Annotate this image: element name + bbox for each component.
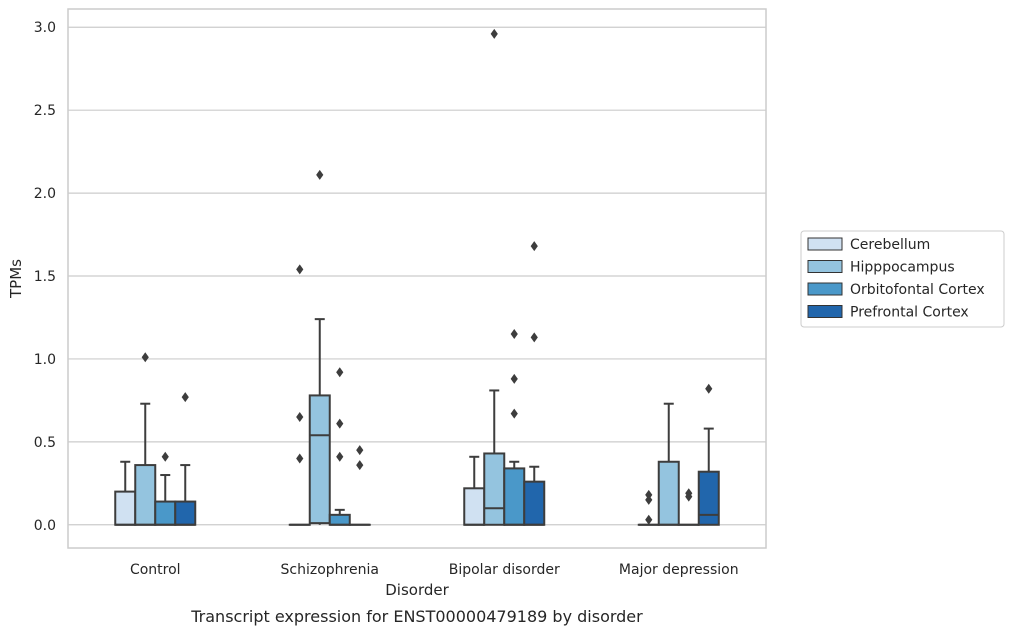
box-iqr: [697, 470, 720, 526]
box-iqr: [523, 480, 546, 526]
x-tick-label: Schizophrenia: [281, 562, 379, 578]
box: [348, 445, 371, 526]
legend-label: Hipppocampus: [850, 260, 955, 276]
box: [697, 383, 720, 526]
box-iqr: [463, 487, 486, 526]
outlier-point: [336, 418, 344, 429]
box-layer: [114, 28, 720, 526]
y-tick-label: 0.5: [34, 435, 56, 451]
box: [308, 169, 331, 525]
outlier-point: [181, 392, 189, 403]
box: [463, 455, 486, 526]
x-tick-label: Control: [130, 562, 181, 578]
x-tick-label: Major depression: [619, 562, 739, 578]
box-iqr: [328, 513, 351, 526]
outlier-point: [510, 373, 518, 384]
outlier-point: [336, 367, 344, 378]
outlier-point: [296, 411, 304, 422]
legend-item: Hipppocampus: [807, 260, 955, 276]
legend-label: Cerebellum: [850, 237, 930, 253]
x-axis-title: Disorder: [385, 581, 449, 599]
legend-label: Orbitofontal Cortex: [850, 282, 985, 298]
y-tick-label: 1.5: [34, 269, 56, 285]
y-tick-label: 1.0: [34, 352, 56, 368]
legend-item: Orbitofontal Cortex: [807, 282, 985, 298]
outlier-point: [645, 514, 653, 525]
legend-item: Prefrontal Cortex: [807, 305, 969, 321]
outlier-point: [705, 383, 713, 394]
legend-frame: [800, 230, 1005, 328]
box: [503, 329, 526, 526]
box: [174, 392, 197, 526]
outlier-point: [645, 489, 653, 500]
box: [483, 28, 506, 526]
chart-title: Transcript expression for ENST0000047918…: [190, 607, 643, 626]
legend: Cerebellum Hipppocampus Orbitofontal Corte…: [800, 230, 1005, 328]
box-iqr: [657, 460, 680, 526]
outlier-point: [356, 460, 364, 471]
box: [328, 367, 351, 526]
box: [288, 264, 311, 526]
legend-item: Cerebellum: [807, 237, 930, 253]
y-tick-labels: 0.0 0.5 1.0 1.5 2.0 2.5 3.0: [34, 20, 56, 534]
legend-swatch: [807, 237, 843, 251]
y-tick-label: 3.0: [34, 20, 56, 36]
box-iqr: [114, 490, 137, 526]
plot-frame: [67, 8, 767, 549]
legend-label: Prefrontal Cortex: [850, 305, 969, 321]
box: [677, 488, 700, 526]
outlier-point: [490, 28, 498, 39]
box: [657, 402, 680, 526]
outlier-point: [296, 264, 304, 275]
x-tick-label: Bipolar disorder: [449, 562, 560, 578]
x-tick-labels: Control Schizophrenia Bipolar disorder Majo…: [130, 562, 739, 578]
outlier-point: [530, 332, 538, 343]
outlier-point: [316, 169, 324, 180]
y-tick-label: 0.0: [34, 518, 56, 534]
outlier-point: [356, 445, 364, 456]
box-iqr: [134, 464, 157, 526]
outlier-point: [161, 451, 169, 462]
box: [114, 460, 137, 526]
box-iqr: [154, 500, 177, 526]
y-tick-label: 2.5: [34, 103, 56, 119]
outlier-point: [141, 352, 149, 363]
legend-swatch: [807, 260, 843, 273]
box: [134, 352, 157, 526]
box: [523, 241, 546, 526]
box-iqr: [174, 500, 197, 526]
y-tick-label: 2.0: [34, 186, 56, 202]
box: [154, 451, 177, 526]
outlier-point: [530, 241, 538, 252]
box-iqr: [308, 394, 331, 525]
box-iqr: [503, 467, 526, 526]
outlier-point: [296, 453, 304, 464]
box: [637, 489, 660, 526]
box-iqr: [483, 452, 506, 526]
outlier-point: [510, 329, 518, 340]
legend-swatch: [807, 305, 843, 318]
y-axis-title: TPMs: [7, 259, 25, 299]
outlier-point: [685, 488, 693, 499]
grid-layer: [68, 26, 766, 526]
legend-swatch: [807, 282, 843, 296]
outlier-point: [510, 408, 518, 419]
outlier-point: [336, 451, 344, 462]
